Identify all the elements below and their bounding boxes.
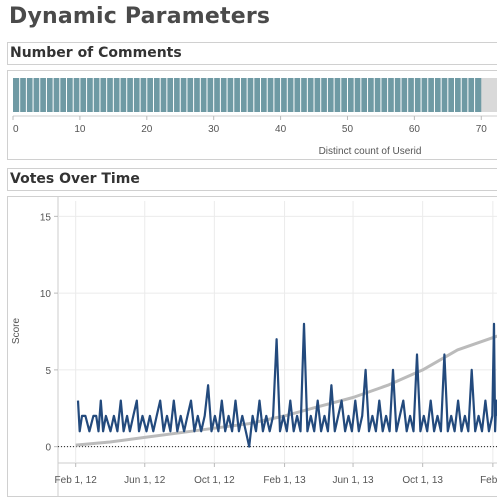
comments-chart-panel: 0 10 20 30 40 50 60 70 Distinct count of Userid bbox=[7, 70, 497, 160]
bar-segment-dividers bbox=[19, 78, 476, 112]
votes-section-title: Votes Over Time bbox=[7, 168, 497, 191]
trend-line bbox=[75, 334, 497, 447]
x-tick-label: 70 bbox=[476, 124, 488, 135]
y-axis-title: Score bbox=[11, 318, 22, 345]
x-tick-label: Oct 1, 13 bbox=[402, 475, 443, 486]
x-tick-label: Jun 1, 13 bbox=[332, 475, 374, 486]
x-tick-label: 0 bbox=[13, 124, 19, 135]
comments-section-title: Number of Comments bbox=[7, 42, 497, 65]
page-title: Dynamic Parameters bbox=[9, 4, 271, 29]
y-tick-label: 5 bbox=[45, 366, 51, 377]
comments-bar-chart: 0 10 20 30 40 50 60 70 Distinct count of Userid bbox=[12, 78, 497, 157]
x-tick-label: 20 bbox=[141, 124, 153, 135]
x-tick-label: Jun 1, 12 bbox=[124, 475, 166, 486]
x-tick-label: Feb 1, 13 bbox=[263, 475, 306, 486]
x-tick-label: Feb 1 bbox=[480, 475, 497, 486]
x-tick-label: Feb 1, 12 bbox=[55, 475, 98, 486]
score-series-line bbox=[76, 322, 497, 448]
x-tick-label: 30 bbox=[208, 124, 220, 135]
x-tick-label: 10 bbox=[74, 124, 86, 135]
x-tick-label: 50 bbox=[342, 124, 354, 135]
x-tick-label: Oct 1, 12 bbox=[194, 475, 235, 486]
x-axis-title: Distinct count of Userid bbox=[319, 146, 422, 157]
y-tick-label: 10 bbox=[40, 289, 52, 300]
y-tick-label: 15 bbox=[40, 212, 52, 223]
x-tick-label: 60 bbox=[409, 124, 421, 135]
votes-chart-panel: 0 5 10 15 Feb 1, 12 Jun 1, 12 Oct 1, 12 Feb 1, … bbox=[7, 196, 497, 497]
votes-line-chart: 0 5 10 15 Feb 1, 12 Jun 1, 12 Oct 1, 12 Feb 1, … bbox=[11, 197, 497, 496]
y-tick-label: 0 bbox=[45, 443, 51, 454]
x-tick-label: 40 bbox=[275, 124, 287, 135]
